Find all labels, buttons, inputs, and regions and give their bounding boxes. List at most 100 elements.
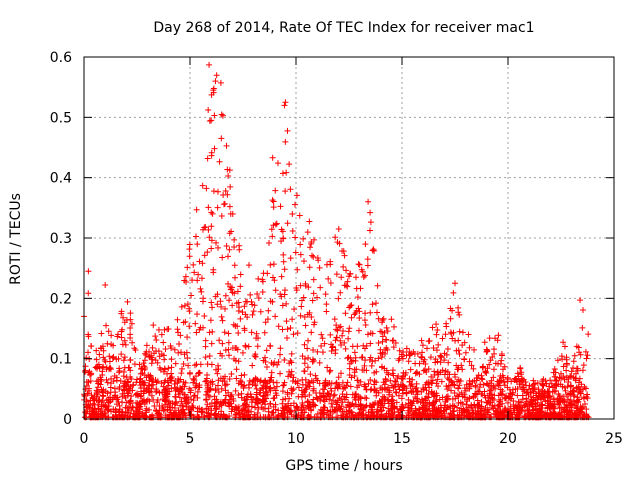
data-point	[107, 364, 114, 371]
data-point	[344, 278, 351, 285]
data-point	[298, 303, 305, 310]
data-point	[206, 352, 213, 359]
data-point	[146, 388, 153, 395]
data-point	[278, 293, 285, 300]
data-point	[263, 347, 270, 354]
data-point	[304, 229, 311, 236]
data-point	[108, 341, 115, 348]
data-point	[234, 288, 241, 295]
data-point	[515, 373, 522, 380]
data-point	[290, 331, 297, 338]
data-point	[454, 404, 461, 411]
data-point	[343, 411, 350, 418]
data-point	[241, 382, 248, 389]
data-point	[189, 277, 196, 284]
data-point	[198, 288, 205, 295]
data-point	[504, 384, 511, 391]
data-point	[418, 396, 425, 403]
data-point	[532, 380, 539, 387]
data-point	[403, 345, 410, 352]
data-point	[127, 310, 134, 317]
data-point	[82, 386, 89, 393]
data-point	[201, 413, 208, 420]
data-point	[190, 377, 197, 384]
data-point	[314, 294, 321, 301]
data-point	[334, 327, 341, 334]
data-point	[563, 367, 570, 374]
data-point	[357, 401, 364, 408]
data-point	[204, 249, 211, 256]
data-point	[121, 337, 128, 344]
data-point	[524, 389, 531, 396]
data-point	[153, 387, 160, 394]
data-point	[277, 345, 284, 352]
data-point	[130, 381, 137, 388]
data-point	[129, 403, 136, 410]
y-tick-label: 0.4	[50, 171, 72, 187]
data-point	[308, 329, 315, 336]
data-point	[471, 401, 478, 408]
data-point	[267, 400, 274, 407]
data-point	[247, 291, 254, 298]
data-point	[310, 396, 317, 403]
data-point	[235, 330, 242, 337]
data-point	[220, 201, 227, 208]
data-point	[458, 409, 465, 416]
data-point	[391, 323, 398, 330]
x-tick-label: 25	[605, 431, 623, 447]
data-point	[471, 377, 478, 384]
data-point	[442, 331, 449, 338]
data-point	[523, 382, 530, 389]
data-point	[338, 274, 345, 281]
data-point	[152, 357, 159, 364]
data-point	[341, 393, 348, 400]
data-point	[320, 407, 327, 414]
data-point	[142, 364, 149, 371]
data-point	[516, 378, 523, 385]
data-point	[488, 377, 495, 384]
data-point	[314, 410, 321, 417]
data-point	[142, 350, 149, 357]
data-point	[428, 380, 435, 387]
data-point	[136, 361, 143, 368]
data-point	[267, 342, 273, 349]
data-point	[452, 395, 459, 402]
data-point	[214, 204, 221, 211]
data-point	[377, 328, 384, 335]
data-point	[265, 405, 272, 412]
data-point	[196, 369, 203, 376]
data-point	[186, 253, 193, 260]
data-point	[332, 385, 339, 392]
data-point	[573, 385, 580, 392]
data-point	[284, 335, 291, 342]
data-point	[308, 313, 315, 320]
data-point	[307, 371, 314, 378]
data-point	[215, 388, 222, 395]
data-point	[144, 396, 151, 403]
data-point	[486, 387, 493, 394]
data-point	[418, 337, 425, 344]
data-point	[164, 326, 171, 333]
data-point	[325, 275, 332, 282]
data-point	[255, 406, 262, 413]
data-point	[278, 226, 285, 233]
data-point	[483, 346, 490, 353]
data-point	[197, 285, 204, 292]
data-point	[308, 238, 315, 245]
data-point	[338, 396, 345, 403]
data-point	[322, 382, 329, 389]
data-point	[197, 361, 204, 368]
data-point	[472, 382, 479, 389]
data-point	[490, 410, 497, 417]
data-point	[99, 343, 106, 350]
data-point	[278, 273, 285, 280]
data-point	[539, 402, 546, 409]
data-point	[362, 310, 369, 317]
data-point	[439, 367, 446, 374]
data-point	[322, 377, 329, 384]
data-point	[326, 368, 333, 375]
data-point	[238, 381, 245, 388]
data-point	[351, 366, 358, 373]
data-point	[328, 400, 335, 407]
data-point	[437, 352, 444, 359]
